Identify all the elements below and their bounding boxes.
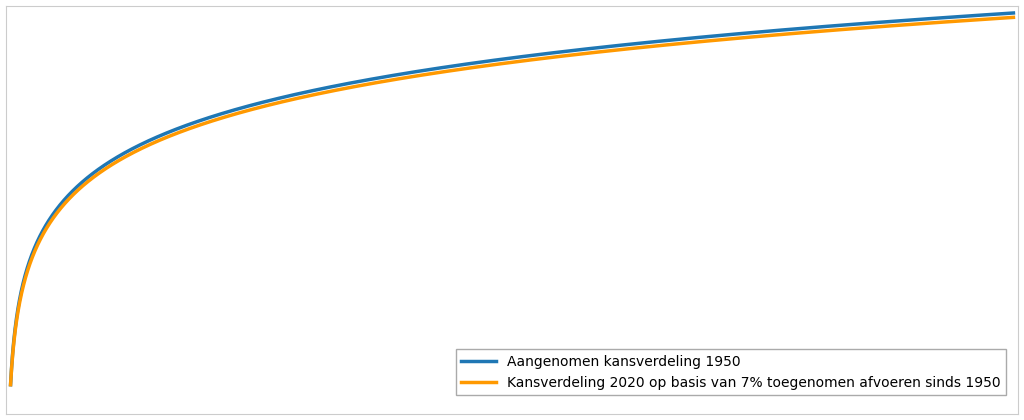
Kansverdeling 2020 op basis van 7% toegenomen afvoeren sinds 1950: [65, 195, 77, 200]
Kansverdeling 2020 op basis van 7% toegenomen afvoeren sinds 1950: [46, 217, 58, 222]
Aangenomen kansverdeling 1950: [4, 382, 16, 387]
Kansverdeling 2020 op basis van 7% toegenomen afvoeren sinds 1950: [4, 382, 16, 387]
Kansverdeling 2020 op basis van 7% toegenomen afvoeren sinds 1950: [9, 329, 22, 334]
Legend: Aangenomen kansverdeling 1950, Kansverdeling 2020 op basis van 7% toegenomen afv: Aangenomen kansverdeling 1950, Kansverde…: [456, 349, 1007, 395]
Aangenomen kansverdeling 1950: [46, 213, 58, 218]
Kansverdeling 2020 op basis van 7% toegenomen afvoeren sinds 1950: [1008, 15, 1020, 20]
Aangenomen kansverdeling 1950: [9, 326, 22, 331]
Aangenomen kansverdeling 1950: [65, 191, 77, 196]
Kansverdeling 2020 op basis van 7% toegenomen afvoeren sinds 1950: [954, 18, 967, 24]
Aangenomen kansverdeling 1950: [201, 116, 213, 121]
Aangenomen kansverdeling 1950: [1008, 10, 1020, 16]
Aangenomen kansverdeling 1950: [954, 14, 967, 19]
Line: Aangenomen kansverdeling 1950: Aangenomen kansverdeling 1950: [10, 13, 1014, 385]
Line: Kansverdeling 2020 op basis van 7% toegenomen afvoeren sinds 1950: Kansverdeling 2020 op basis van 7% toege…: [10, 17, 1014, 385]
Kansverdeling 2020 op basis van 7% toegenomen afvoeren sinds 1950: [495, 61, 507, 66]
Aangenomen kansverdeling 1950: [495, 57, 507, 62]
Kansverdeling 2020 op basis van 7% toegenomen afvoeren sinds 1950: [201, 120, 213, 125]
